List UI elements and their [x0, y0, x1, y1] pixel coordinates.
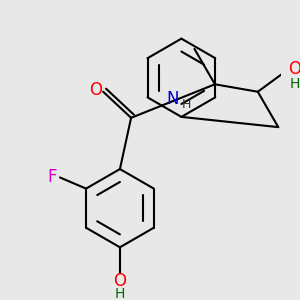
Text: O: O — [113, 272, 126, 290]
Text: H: H — [182, 98, 191, 111]
Text: F: F — [48, 168, 57, 186]
Text: O: O — [89, 81, 102, 99]
Text: N: N — [167, 90, 179, 108]
Text: H: H — [115, 287, 125, 300]
Text: O: O — [289, 60, 300, 78]
Text: H: H — [290, 77, 300, 91]
